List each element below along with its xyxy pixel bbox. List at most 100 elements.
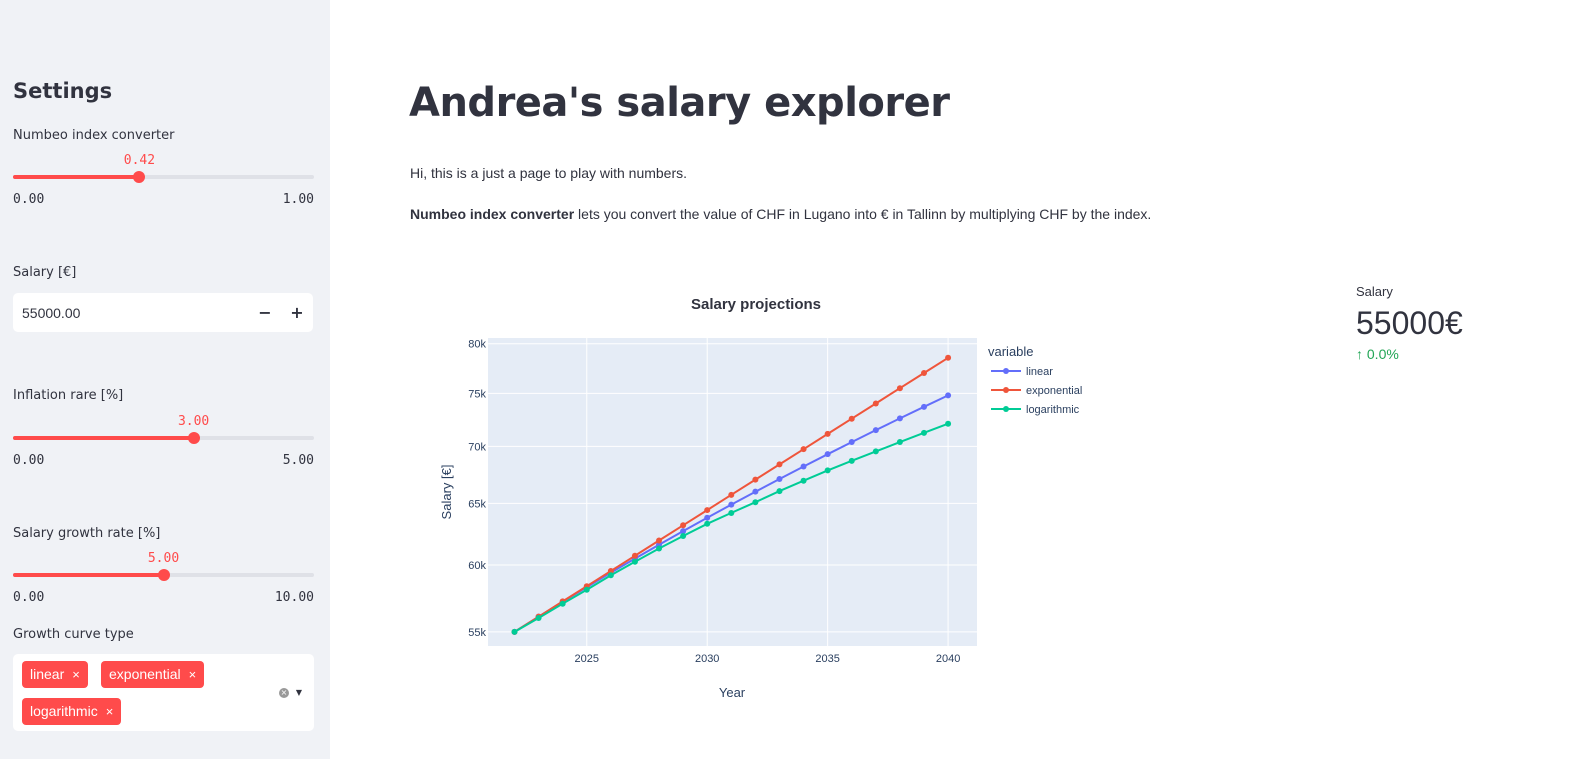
data-point-linear bbox=[800, 463, 807, 470]
data-point-linear bbox=[752, 488, 759, 495]
data-point-exponential bbox=[800, 446, 807, 453]
data-point-exponential bbox=[680, 522, 687, 529]
tag-linear: linear × bbox=[22, 661, 88, 688]
growth-slider[interactable]: 5.00 0.00 10.00 bbox=[13, 551, 314, 607]
data-point-logarithmic bbox=[680, 533, 687, 540]
numbeo-slider[interactable]: 0.42 0.00 1.00 bbox=[13, 153, 314, 209]
data-point-linear bbox=[680, 528, 687, 535]
curve-label: Growth curve type bbox=[13, 627, 134, 642]
intro-text: Hi, this is a just a page to play with n… bbox=[410, 165, 688, 181]
tag-logarithmic: logarithmic × bbox=[22, 698, 122, 725]
plot-area bbox=[488, 338, 977, 646]
slider-thumb[interactable] bbox=[133, 171, 146, 183]
data-point-logarithmic bbox=[896, 439, 903, 446]
data-point-linear bbox=[704, 514, 711, 521]
legend-marker bbox=[1003, 406, 1009, 412]
remove-tag-icon[interactable]: × bbox=[72, 667, 80, 682]
data-point-linear bbox=[728, 501, 735, 508]
tag-exponential: exponential × bbox=[101, 661, 205, 688]
y-tick-label: 65k bbox=[468, 498, 486, 510]
x-tick-label: 2035 bbox=[815, 653, 839, 665]
x-tick-label: 2030 bbox=[695, 653, 719, 665]
numbeo-label: Numbeo index converter bbox=[13, 128, 175, 143]
data-point-linear bbox=[824, 451, 831, 458]
inflation-slider[interactable]: 3.00 0.00 5.00 bbox=[13, 414, 314, 470]
data-point-logarithmic bbox=[824, 467, 831, 474]
data-point-logarithmic bbox=[583, 586, 590, 593]
data-point-exponential bbox=[945, 354, 952, 361]
slider-fill bbox=[13, 436, 194, 440]
x-tick-label: 2040 bbox=[936, 653, 960, 665]
data-point-exponential bbox=[776, 461, 783, 468]
x-axis-label: Year bbox=[719, 685, 746, 700]
data-point-logarithmic bbox=[656, 545, 663, 552]
slider-thumb[interactable] bbox=[187, 432, 200, 444]
legend-label: logarithmic bbox=[1026, 404, 1080, 416]
slider-value: 3.00 bbox=[177, 414, 210, 429]
data-point-exponential bbox=[631, 552, 638, 559]
y-tick-label: 80k bbox=[468, 339, 486, 351]
legend-marker bbox=[1003, 387, 1009, 393]
data-point-exponential bbox=[752, 476, 759, 483]
chevron-down-icon[interactable]: ▼ bbox=[295, 688, 302, 697]
data-point-exponential bbox=[704, 507, 711, 514]
inflation-label: Inflation rare [%] bbox=[13, 388, 124, 403]
metric-delta: ↑ 0.0% bbox=[1356, 346, 1463, 362]
data-point-exponential bbox=[728, 491, 735, 498]
tag-label: logarithmic bbox=[30, 703, 98, 719]
sidebar: Settings Numbeo index converter 0.42 0.0… bbox=[0, 0, 330, 759]
slider-max: 10.00 bbox=[274, 590, 314, 605]
slider-min: 0.00 bbox=[13, 590, 45, 605]
data-point-logarithmic bbox=[945, 420, 952, 427]
data-point-logarithmic bbox=[511, 628, 518, 635]
description-bold: Numbeo index converter bbox=[410, 206, 575, 222]
slider-track[interactable] bbox=[13, 175, 314, 179]
legend-label: exponential bbox=[1026, 385, 1082, 397]
salary-label: Salary [€] bbox=[13, 265, 77, 280]
description-rest: lets you convert the value of CHF in Lug… bbox=[574, 206, 1152, 222]
y-tick-label: 70k bbox=[468, 441, 486, 453]
y-tick-label: 60k bbox=[468, 560, 486, 572]
clear-all-icon[interactable]: × bbox=[279, 688, 289, 698]
legend-label: linear bbox=[1026, 366, 1053, 378]
data-point-logarithmic bbox=[776, 488, 783, 495]
tag-label: linear bbox=[30, 666, 65, 682]
salary-input[interactable] bbox=[13, 293, 243, 332]
sidebar-title: Settings bbox=[13, 79, 113, 103]
tag-label: exponential bbox=[109, 666, 181, 682]
data-point-exponential bbox=[872, 400, 879, 407]
slider-thumb[interactable] bbox=[157, 569, 170, 581]
data-point-logarithmic bbox=[921, 429, 928, 436]
data-point-linear bbox=[776, 475, 783, 482]
y-tick-label: 55k bbox=[468, 627, 486, 639]
slider-min: 0.00 bbox=[13, 192, 45, 207]
remove-tag-icon[interactable]: × bbox=[188, 667, 197, 682]
data-point-exponential bbox=[896, 385, 903, 392]
metric-label: Salary bbox=[1356, 284, 1393, 299]
remove-tag-icon[interactable]: × bbox=[105, 704, 114, 719]
slider-fill bbox=[13, 175, 140, 179]
decrement-button[interactable]: − bbox=[258, 303, 272, 322]
data-point-logarithmic bbox=[559, 600, 566, 607]
description-text: Numbeo index converter lets you convert … bbox=[410, 206, 1151, 222]
slider-max: 5.00 bbox=[282, 453, 314, 468]
data-point-exponential bbox=[921, 370, 928, 377]
data-point-linear bbox=[872, 427, 879, 434]
data-point-logarithmic bbox=[704, 520, 711, 527]
legend-title: variable bbox=[988, 344, 1034, 359]
data-point-exponential bbox=[824, 430, 831, 437]
data-point-logarithmic bbox=[752, 499, 759, 506]
data-point-logarithmic bbox=[607, 572, 614, 579]
curve-multiselect[interactable]: linear × exponential × logarithmic × × ▼ bbox=[13, 654, 314, 731]
data-point-logarithmic bbox=[872, 448, 879, 455]
chart-svg: 55k 60k 65k 70k 75k 80k 2025 2030 2035 2040 Salary… bbox=[439, 296, 1082, 700]
data-point-linear bbox=[945, 392, 952, 399]
increment-button[interactable]: + bbox=[290, 303, 304, 322]
legend-marker bbox=[1003, 368, 1009, 374]
data-point-logarithmic bbox=[848, 457, 855, 464]
data-point-exponential bbox=[848, 415, 855, 422]
salary-chart[interactable]: 55k 60k 65k 70k 75k 80k 2025 2030 2035 2040 Salary… bbox=[425, 285, 1125, 705]
slider-fill bbox=[13, 573, 164, 577]
metric-value: 55000€ bbox=[1356, 305, 1463, 341]
slider-value: 5.00 bbox=[147, 551, 180, 566]
